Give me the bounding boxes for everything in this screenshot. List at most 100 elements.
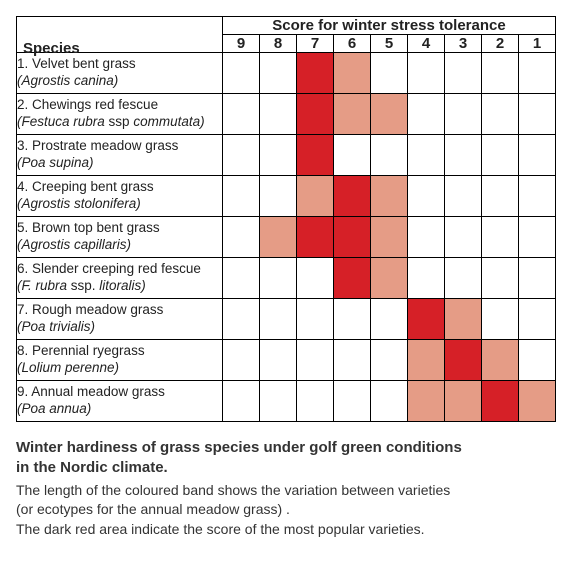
score-col-7: 7 [297,35,334,53]
score-cell [334,135,371,176]
score-cell [297,217,334,258]
species-common: 4. Creeping bent grass [17,179,222,196]
species-common: 8. Perennial ryegrass [17,343,222,360]
score-cell [260,176,297,217]
score-cell [519,258,556,299]
species-cell: 2. Chewings red fescue(Festuca rubra ssp… [17,94,223,135]
score-cell [482,299,519,340]
table-row: 3. Prostrate meadow grass(Poa supina) [17,135,556,176]
score-cell [445,135,482,176]
caption-line2: in the Nordic climate. [16,459,168,476]
score-cell [371,135,408,176]
score-cell [334,340,371,381]
score-cell [519,176,556,217]
score-cell [223,53,260,94]
score-cell [260,217,297,258]
table-row: 8. Perennial ryegrass(Lolium perenne) [17,340,556,381]
species-latin: (Agrostis canina) [17,73,222,90]
score-cell [408,217,445,258]
score-cell [482,217,519,258]
score-cell [482,340,519,381]
species-latin: (Agrostis capillaris) [17,237,222,254]
score-cell [334,258,371,299]
score-cell [482,176,519,217]
score-cell [519,135,556,176]
species-latin: (Poa supina) [17,155,222,172]
score-col-2: 2 [482,35,519,53]
score-cell [297,53,334,94]
species-common: 5. Brown top bent grass [17,220,222,237]
score-col-8: 8 [260,35,297,53]
score-col-6: 6 [334,35,371,53]
table-row: 7. Rough meadow grass(Poa trivialis) [17,299,556,340]
score-cell [371,299,408,340]
score-cell [297,258,334,299]
score-cell [519,340,556,381]
score-cell [408,135,445,176]
score-cell [371,53,408,94]
score-cell [371,94,408,135]
score-cell [445,217,482,258]
species-latin: (F. rubra ssp. litoralis) [17,278,222,295]
score-cell [223,94,260,135]
score-col-1: 1 [519,35,556,53]
score-cell [334,299,371,340]
score-col-9: 9 [223,35,260,53]
score-cell [297,135,334,176]
species-common: 9. Annual meadow grass [17,384,222,401]
caption-line4: (or ecotypes for the annual meadow grass… [16,501,290,517]
score-col-4: 4 [408,35,445,53]
score-cell [371,258,408,299]
species-cell: 6. Slender creeping red fescue(F. rubra … [17,258,223,299]
score-col-3: 3 [445,35,482,53]
score-cell [297,176,334,217]
score-cell [519,299,556,340]
species-header: Species [17,36,222,61]
species-cell: 7. Rough meadow grass(Poa trivialis) [17,299,223,340]
score-cell [260,258,297,299]
species-cell: 9. Annual meadow grass(Poa annua) [17,381,223,422]
score-cell [297,340,334,381]
score-cell [519,217,556,258]
table-row: 5. Brown top bent grass(Agrostis capilla… [17,217,556,258]
score-cell [408,176,445,217]
species-cell: 8. Perennial ryegrass(Lolium perenne) [17,340,223,381]
score-col-5: 5 [371,35,408,53]
score-cell [445,258,482,299]
score-cell [260,94,297,135]
score-cell [260,135,297,176]
winter-stress-table: Species Score for winter stress toleranc… [16,16,556,422]
score-cell [223,381,260,422]
score-cell [260,340,297,381]
score-cell [482,94,519,135]
score-cell [260,53,297,94]
species-common: 2. Chewings red fescue [17,97,222,114]
score-cell [408,258,445,299]
score-cell [408,340,445,381]
score-cell [371,381,408,422]
species-common: 6. Slender creeping red fescue [17,261,222,278]
score-header: Score for winter stress tolerance [223,17,556,35]
score-cell [260,299,297,340]
score-cell [334,381,371,422]
species-cell: 4. Creeping bent grass(Agrostis stolonif… [17,176,223,217]
score-cell [519,94,556,135]
score-cell [371,176,408,217]
score-cell [482,381,519,422]
score-cell [371,340,408,381]
score-cell [408,299,445,340]
score-cell [519,381,556,422]
caption-line5: The dark red area indicate the score of … [16,521,425,537]
caption-line3: The length of the coloured band shows th… [16,482,450,498]
score-cell [223,135,260,176]
score-cell [482,258,519,299]
score-cell [445,53,482,94]
score-cell [297,94,334,135]
table-row: 4. Creeping bent grass(Agrostis stolonif… [17,176,556,217]
caption-line1: Winter hardiness of grass species under … [16,439,462,456]
score-cell [223,258,260,299]
species-latin: (Agrostis stolonifera) [17,196,222,213]
score-cell [371,217,408,258]
score-cell [297,381,334,422]
caption: Winter hardiness of grass species under … [16,438,556,539]
